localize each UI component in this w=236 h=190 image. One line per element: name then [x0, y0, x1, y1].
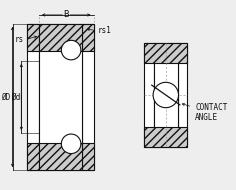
Text: B: B	[63, 10, 69, 19]
Bar	[27, 24, 39, 170]
Bar	[144, 127, 187, 147]
Bar	[39, 24, 82, 51]
Bar	[39, 143, 82, 170]
Text: rs: rs	[15, 35, 24, 44]
Circle shape	[61, 134, 81, 154]
Text: CONTACT
ANGLE: CONTACT ANGLE	[182, 103, 228, 122]
Circle shape	[61, 40, 81, 60]
Bar	[154, 43, 177, 147]
Bar	[39, 24, 82, 170]
Bar	[82, 24, 93, 170]
Bar	[27, 24, 39, 51]
Circle shape	[153, 82, 178, 108]
Bar	[82, 24, 93, 51]
Bar	[27, 143, 39, 170]
Bar	[82, 143, 93, 170]
Text: Ød: Ød	[11, 93, 20, 101]
Text: ØD: ØD	[1, 93, 11, 101]
Bar	[177, 43, 187, 147]
Bar	[144, 43, 154, 147]
Bar	[144, 43, 187, 63]
Text: rs1: rs1	[97, 26, 111, 35]
